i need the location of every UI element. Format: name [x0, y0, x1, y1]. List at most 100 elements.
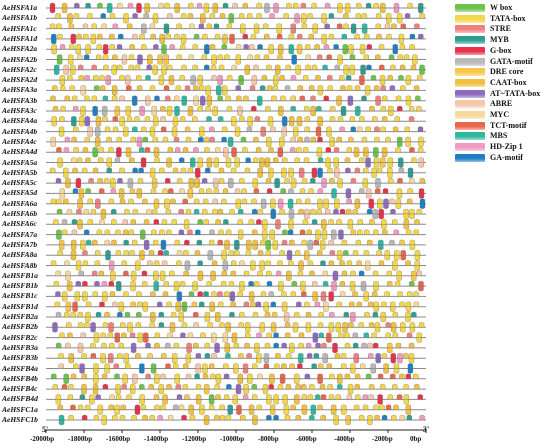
- motif-mark: [105, 250, 111, 256]
- motif-mark: [85, 49, 91, 55]
- motif-mark: [324, 208, 331, 215]
- motif-mark: [298, 332, 305, 338]
- motif-mark: [316, 208, 322, 215]
- motif-mark: [388, 110, 394, 117]
- motif-mark: [158, 388, 164, 395]
- motif-mark: [136, 2, 142, 9]
- motif-mark: [296, 198, 302, 204]
- motif-mark: [336, 301, 342, 307]
- motif-mark: [203, 414, 210, 421]
- motif-mark: [211, 332, 217, 338]
- motif-mark: [183, 270, 189, 276]
- motif-mark: [279, 136, 285, 143]
- motif-mark: [57, 250, 63, 256]
- motif-mark: [75, 260, 82, 266]
- motif-mark: [349, 54, 356, 60]
- motif-mark: [101, 414, 107, 421]
- motif-mark: [74, 291, 81, 297]
- motif-mark: [234, 244, 240, 251]
- motif-mark: [368, 394, 374, 400]
- motif-mark: [277, 198, 284, 204]
- motif-mark: [321, 219, 327, 225]
- motif-mark: [219, 13, 226, 19]
- motif-mark: [120, 404, 126, 410]
- motif-mark: [242, 2, 248, 9]
- gene-name: AeHSFA2d: [2, 75, 38, 85]
- motif-mark: [290, 74, 297, 81]
- motif-mark: [254, 342, 260, 349]
- motif-mark: [307, 239, 313, 246]
- motif-mark: [154, 342, 160, 349]
- motif-mark: [256, 219, 262, 225]
- motif-mark: [350, 368, 356, 374]
- motif-mark: [165, 95, 171, 101]
- motif-mark: [125, 363, 131, 369]
- motif-mark: [220, 280, 227, 287]
- motif-mark: [343, 311, 349, 318]
- motif-mark: [180, 33, 187, 40]
- motif-mark: [116, 44, 123, 50]
- motif-mark: [397, 291, 403, 297]
- motif-mark: [175, 306, 181, 312]
- motif-mark: [84, 54, 90, 60]
- motif-mark: [355, 13, 361, 19]
- motif-mark: [282, 229, 288, 235]
- motif-mark: [63, 172, 69, 178]
- motif-mark: [350, 316, 356, 323]
- motif-mark: [275, 224, 281, 230]
- motif-mark: [253, 23, 260, 29]
- motif-mark: [209, 363, 215, 369]
- motif-mark: [65, 177, 71, 184]
- motif-mark: [412, 54, 418, 60]
- motif-mark: [226, 383, 232, 390]
- motif-mark: [248, 291, 255, 297]
- motif-mark: [409, 327, 416, 333]
- motif-mark: [78, 121, 85, 127]
- motif-mark: [320, 244, 326, 251]
- motif-mark: [387, 162, 393, 168]
- motif-mark: [393, 368, 400, 374]
- motif-mark: [341, 363, 347, 369]
- motif-mark: [173, 404, 179, 410]
- motif-mark: [212, 2, 218, 9]
- motif-mark: [65, 301, 72, 307]
- motif-mark: [407, 172, 414, 178]
- motif-mark: [305, 44, 311, 50]
- motif-mark: [387, 342, 393, 349]
- motif-mark: [193, 342, 199, 349]
- motif-mark: [118, 193, 125, 199]
- motif-mark: [87, 126, 93, 132]
- motif-mark: [141, 126, 147, 132]
- motif-mark: [55, 13, 61, 19]
- motif-mark: [56, 23, 62, 29]
- motif-mark: [364, 260, 371, 266]
- motif-mark: [114, 337, 120, 343]
- motif-mark: [252, 244, 258, 251]
- motif-mark: [221, 250, 227, 256]
- motif-mark: [380, 311, 386, 318]
- motif-mark: [197, 105, 203, 112]
- motif-mark: [346, 198, 352, 204]
- three-prime-label: 3': [423, 425, 430, 434]
- motif-mark: [406, 332, 413, 338]
- motif-mark: [359, 44, 366, 50]
- motif-mark: [132, 13, 138, 19]
- motif-mark: [204, 383, 210, 390]
- motif-mark: [78, 188, 85, 194]
- motif-mark: [80, 85, 86, 91]
- motif-mark: [365, 157, 371, 163]
- motif-mark: [270, 203, 276, 209]
- motif-mark: [276, 33, 283, 40]
- motif-mark: [204, 342, 210, 349]
- motif-mark: [393, 7, 400, 14]
- motif-mark: [203, 198, 209, 204]
- motif-mark: [228, 13, 234, 19]
- motif-mark: [151, 182, 158, 189]
- motif-mark: [405, 311, 411, 318]
- motif-mark: [285, 332, 291, 338]
- motif-mark: [229, 296, 236, 302]
- motif-mark: [269, 404, 276, 410]
- motif-mark: [360, 280, 367, 287]
- motif-mark: [397, 141, 403, 148]
- gene-name: AeHSFA1d: [2, 33, 38, 43]
